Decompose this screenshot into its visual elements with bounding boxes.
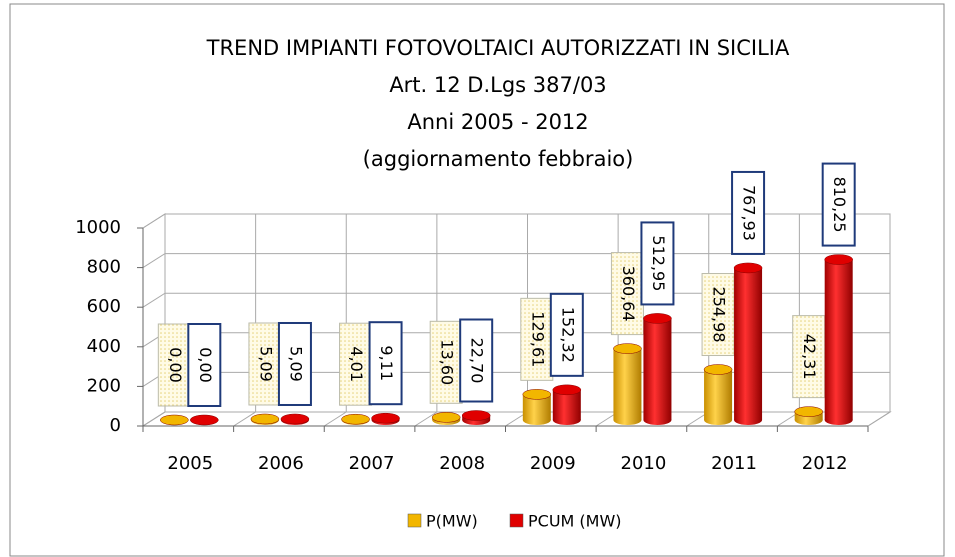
data-label: 254,98 <box>710 287 729 343</box>
data-label-box <box>429 320 463 404</box>
data-label-box <box>368 321 403 406</box>
floor-line <box>867 411 891 427</box>
data-label: 512,95 <box>649 235 668 291</box>
legend-swatch <box>407 513 422 528</box>
legend-label: PCUM (MW) <box>528 512 622 531</box>
data-label: 0,00 <box>196 347 215 383</box>
bar <box>734 267 763 420</box>
y-tick-label: 0 <box>110 415 121 436</box>
data-label-box <box>248 322 282 406</box>
data-label: 360,64 <box>619 266 638 322</box>
bar <box>824 259 853 420</box>
data-label-box <box>610 252 644 336</box>
bar-top <box>431 412 461 423</box>
data-label: 42,31 <box>800 334 819 380</box>
bar-top <box>522 389 552 400</box>
data-label: 13,60 <box>438 339 457 385</box>
data-label-box <box>731 170 766 255</box>
bar-top <box>824 254 853 265</box>
data-label-box <box>157 323 191 407</box>
data-label: 152,32 <box>558 307 577 363</box>
data-label: 22,70 <box>468 338 487 384</box>
chart-subtitle: Art. 12 D.Lgs 387/03 <box>389 73 606 97</box>
bar-top <box>341 413 370 425</box>
floor-line <box>323 411 347 427</box>
bar-top <box>552 384 582 396</box>
floor-line <box>233 411 256 427</box>
data-label: 5,09 <box>286 346 305 382</box>
data-label-box <box>520 297 554 381</box>
bar-top <box>703 364 733 375</box>
x-tick-label: 2007 <box>349 453 395 474</box>
x-tick-label: 2008 <box>439 453 485 474</box>
data-label-box <box>459 318 494 403</box>
data-label-box <box>187 323 222 407</box>
chart-title: TREND IMPIANTI FOTOVOLTAICI AUTORIZZATI … <box>206 36 790 60</box>
data-label: 810,25 <box>830 177 849 233</box>
bar <box>704 369 733 420</box>
bar-top <box>733 262 763 274</box>
bar <box>613 348 642 420</box>
bar-top <box>250 413 280 425</box>
legend-swatch <box>509 513 524 528</box>
bar-top <box>794 406 823 417</box>
bar-top <box>371 412 400 424</box>
y-tick-label: 600 <box>87 296 121 317</box>
chart-subtitle: Anni 2005 - 2012 <box>407 110 588 134</box>
y-tick-label: 200 <box>87 375 121 396</box>
legend-label: P(MW) <box>426 512 478 531</box>
x-tick-label: 2010 <box>621 453 667 474</box>
data-label-box <box>640 221 675 306</box>
y-tick-label: 1000 <box>75 217 121 238</box>
y-tick-label: 400 <box>87 336 121 357</box>
data-label: 4,01 <box>347 346 366 382</box>
data-label-box <box>277 321 312 406</box>
data-label: 767,93 <box>740 185 759 241</box>
data-label-box <box>792 315 826 399</box>
y-tick-label: 800 <box>87 257 121 278</box>
x-tick-label: 2006 <box>258 453 304 474</box>
data-label: 129,61 <box>528 311 547 367</box>
x-tick-label: 2009 <box>530 453 576 474</box>
data-label: 5,09 <box>256 346 275 382</box>
bar-top <box>643 313 672 324</box>
bar-top <box>190 414 219 426</box>
bar <box>643 318 672 420</box>
data-label: 0,00 <box>166 347 185 383</box>
data-label-box <box>549 292 584 377</box>
bar-top <box>280 413 310 425</box>
bar-top <box>160 414 189 426</box>
data-label-box <box>821 162 856 247</box>
floor-line <box>142 411 166 427</box>
x-tick-label: 2012 <box>802 453 848 474</box>
bar-top <box>613 343 642 354</box>
x-tick-label: 2011 <box>711 453 757 474</box>
chart-subtitle: (aggiornamento febbraio) <box>363 147 634 171</box>
floor-line <box>414 411 438 427</box>
bar-top <box>461 410 491 421</box>
data-label: 9,11 <box>377 345 396 381</box>
x-tick-label: 2005 <box>167 453 213 474</box>
